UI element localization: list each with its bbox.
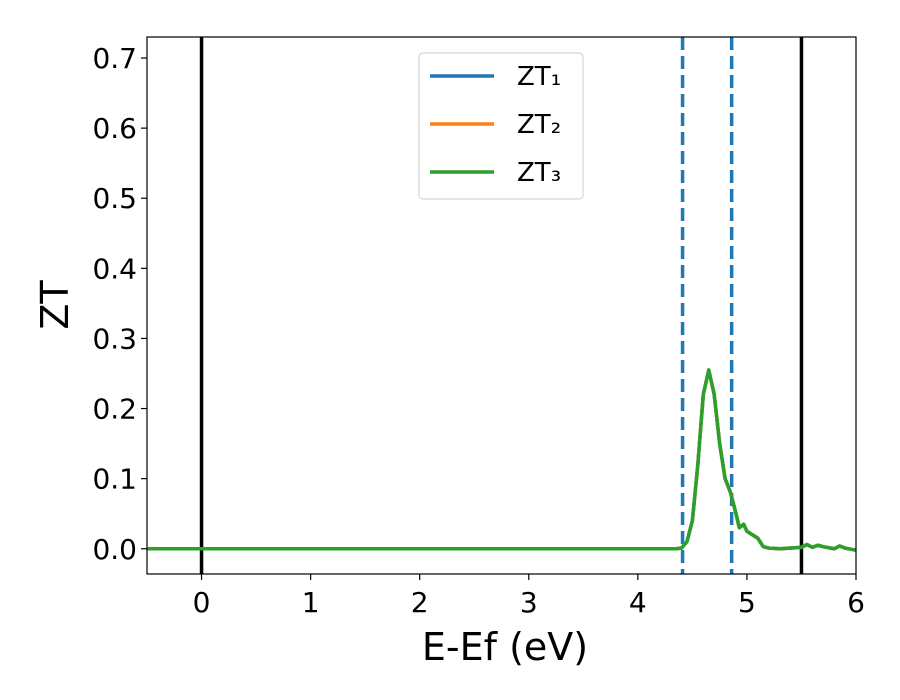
plot-frame (146, 36, 857, 575)
x-axis-label: E-Ef (eV) (422, 625, 588, 669)
x-tick-label: 1 (302, 586, 320, 619)
y-tick-label: 0.2 (92, 393, 137, 426)
x-tick-label: 3 (520, 586, 538, 619)
legend-box (418, 52, 584, 200)
y-tick-label: 0.7 (92, 42, 137, 75)
legend-label: ZT₃ (517, 158, 561, 188)
y-tick-label: 0.3 (92, 322, 137, 355)
x-tick-label: 0 (193, 586, 211, 619)
y-tick-label: 0.1 (92, 463, 137, 496)
x-tick-label: 2 (411, 586, 429, 619)
legend-label: ZT₁ (517, 62, 561, 92)
x-tick-label: 4 (629, 586, 647, 619)
y-tick-label: 0.6 (92, 112, 137, 145)
x-tick-label: 6 (847, 586, 865, 619)
y-tick-label: 0.4 (92, 252, 137, 285)
y-tick-label: 0.0 (92, 533, 137, 566)
data-line (147, 368, 857, 552)
y-axis-label: ZT (33, 280, 77, 330)
y-tick-label: 0.5 (92, 182, 137, 215)
x-tick-label: 5 (738, 586, 756, 619)
data-line (147, 368, 857, 552)
legend-label: ZT₂ (517, 110, 561, 140)
data-line (147, 368, 857, 552)
